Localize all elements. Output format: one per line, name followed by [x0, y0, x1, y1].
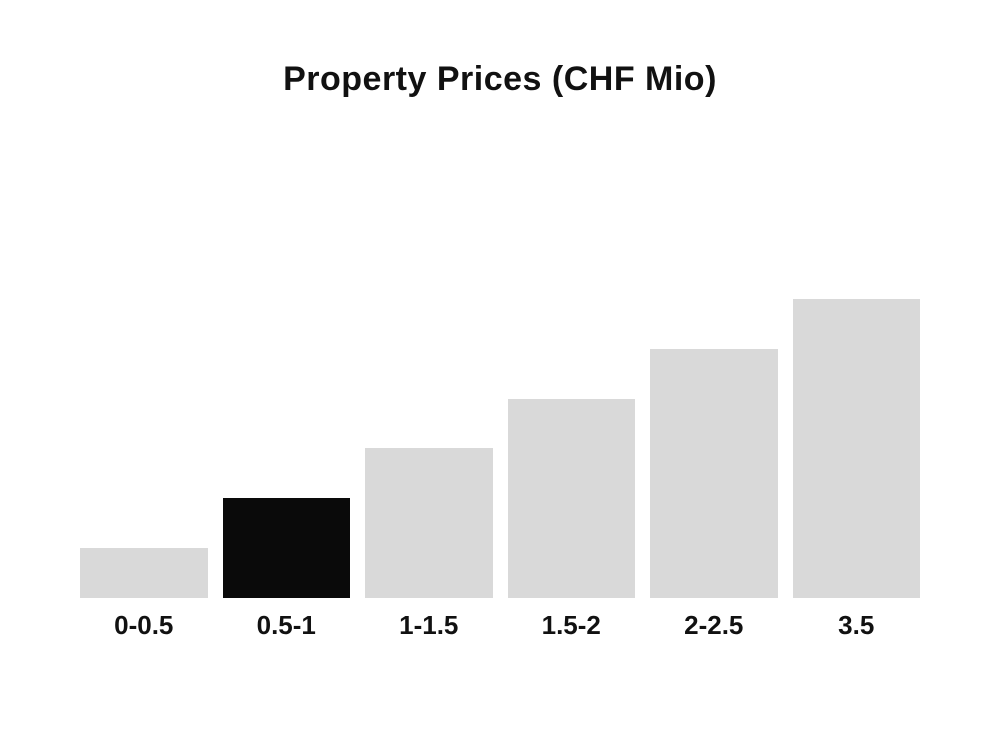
- x-tick-label: 1-1.5: [399, 610, 459, 640]
- bar-highlighted: [222, 498, 350, 598]
- bar: [507, 399, 635, 598]
- bar-group: 0.5-1: [222, 498, 350, 640]
- plot-area: 0-0.5 0.5-1 1-1.5 1.5-2 2-2.5 3.5: [80, 299, 920, 640]
- bar-group: 2-2.5: [650, 349, 778, 640]
- x-tick-label: 3.5: [838, 610, 875, 640]
- bar-group: 1.5-2: [507, 399, 635, 640]
- chart-title: Property Prices (CHF Mio): [283, 60, 717, 98]
- bar-group: 1-1.5: [365, 448, 493, 640]
- bar: [365, 448, 493, 598]
- x-tick-label: 0.5-1: [256, 610, 316, 640]
- x-tick-label: 1.5-2: [541, 610, 601, 640]
- x-tick-label: 0-0.5: [114, 610, 174, 640]
- bar: [80, 548, 208, 598]
- bar: [792, 299, 920, 598]
- bar: [650, 349, 778, 598]
- x-tick-label: 2-2.5: [684, 610, 744, 640]
- bar-group: 0-0.5: [80, 548, 208, 640]
- bar-group: 3.5: [792, 299, 920, 640]
